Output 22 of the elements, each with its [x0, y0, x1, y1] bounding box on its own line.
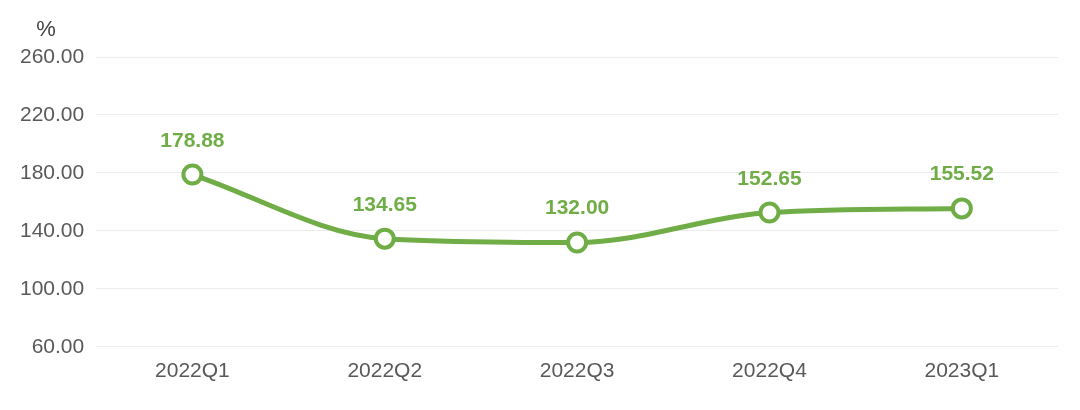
y-tick-label: 140.00	[20, 217, 85, 241]
text: 152.65	[737, 165, 802, 189]
point	[758, 201, 781, 224]
y-tick-label: 260.00	[20, 43, 85, 67]
point	[566, 231, 589, 254]
y-axis-title: %	[36, 16, 56, 41]
y-tick-label: 60.00	[31, 333, 85, 357]
y-tick-label: 100.00	[20, 275, 85, 299]
text: 132.00	[545, 195, 610, 219]
x-tick-label: 2022Q1	[155, 358, 230, 382]
x-tick-label: 2022Q4	[732, 358, 808, 382]
x-tick-label: 2022Q2	[347, 358, 423, 382]
point	[373, 227, 396, 250]
point	[181, 163, 204, 186]
text: 155.52	[929, 161, 994, 185]
point	[950, 197, 973, 220]
x-tick-label: 2023Q1	[924, 358, 1000, 382]
text: 134.65	[352, 191, 417, 215]
y-tick-label: 180.00	[20, 159, 85, 183]
x-tick-label: 2022Q3	[539, 358, 615, 382]
text: 178.88	[160, 127, 225, 151]
y-tick-label: 220.00	[20, 101, 85, 125]
